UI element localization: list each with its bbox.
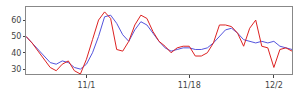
svg-text:11/1: 11/1 xyxy=(77,81,95,90)
svg-text:11/18: 11/18 xyxy=(178,81,201,90)
svg-text:12/2: 12/2 xyxy=(265,81,283,90)
svg-text:40: 40 xyxy=(11,49,21,58)
svg-text:30: 30 xyxy=(11,65,21,74)
svg-text:50: 50 xyxy=(11,32,21,41)
svg-text:60: 60 xyxy=(11,16,21,25)
